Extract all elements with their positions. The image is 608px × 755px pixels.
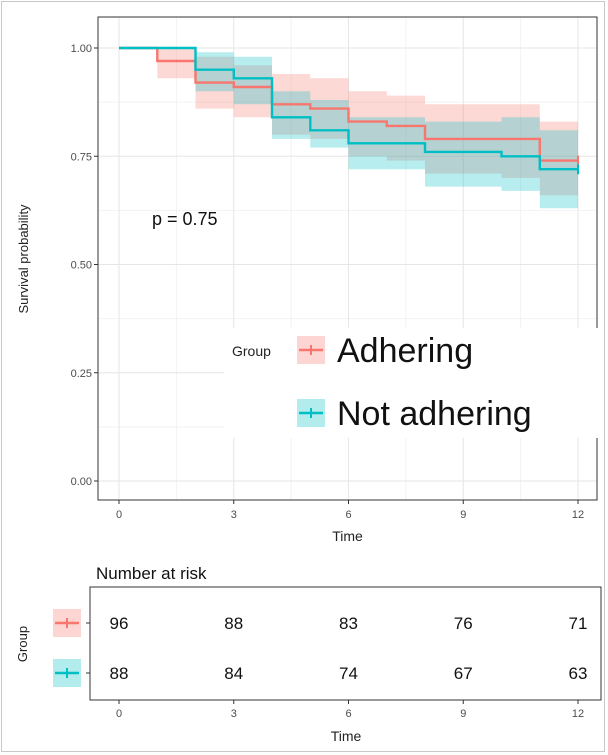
y-tick-label: 1.00 [71, 43, 92, 55]
y-tick-label: 0.25 [71, 368, 92, 380]
legend-label-adhering: Adhering [337, 332, 473, 370]
risk-count: 76 [454, 614, 473, 633]
y-axis-title: Survival probability [16, 204, 31, 314]
y-tick-label: 0.00 [71, 476, 92, 488]
x-tick-label: 3 [231, 509, 237, 521]
risk-count: 96 [110, 614, 129, 633]
risk-y-axis-title: Group [15, 626, 30, 662]
risk-x-tick-label: 9 [460, 708, 466, 720]
x-tick-label: 0 [116, 509, 122, 521]
x-tick-label: 12 [572, 509, 584, 521]
x-tick-label: 9 [460, 509, 466, 521]
risk-count: 63 [569, 664, 588, 683]
risk-x-tick-label: 12 [572, 708, 584, 720]
legend-label-not-adhering: Not adhering [337, 395, 532, 433]
legend-title: Group [232, 343, 271, 359]
risk-count: 88 [110, 664, 129, 683]
risk-count: 84 [224, 664, 243, 683]
y-tick-label: 0.75 [71, 151, 92, 163]
risk-count: 83 [339, 614, 358, 633]
risk-count: 74 [339, 664, 358, 683]
risk-x-axis-title: Time [331, 728, 362, 744]
p-value-annotation: p = 0.75 [152, 209, 218, 229]
risk-count: 67 [454, 664, 473, 683]
risk-table-panel [90, 587, 601, 700]
risk-count: 71 [569, 614, 588, 633]
risk-table-title: Number at risk [96, 564, 207, 583]
x-axis-title: Time [332, 528, 363, 544]
risk-count: 88 [224, 614, 243, 633]
risk-x-tick-label: 0 [116, 708, 122, 720]
y-tick-label: 0.50 [71, 260, 92, 272]
risk-x-tick-label: 3 [231, 708, 237, 720]
risk-x-tick-label: 6 [345, 708, 351, 720]
x-tick-label: 6 [345, 509, 351, 521]
